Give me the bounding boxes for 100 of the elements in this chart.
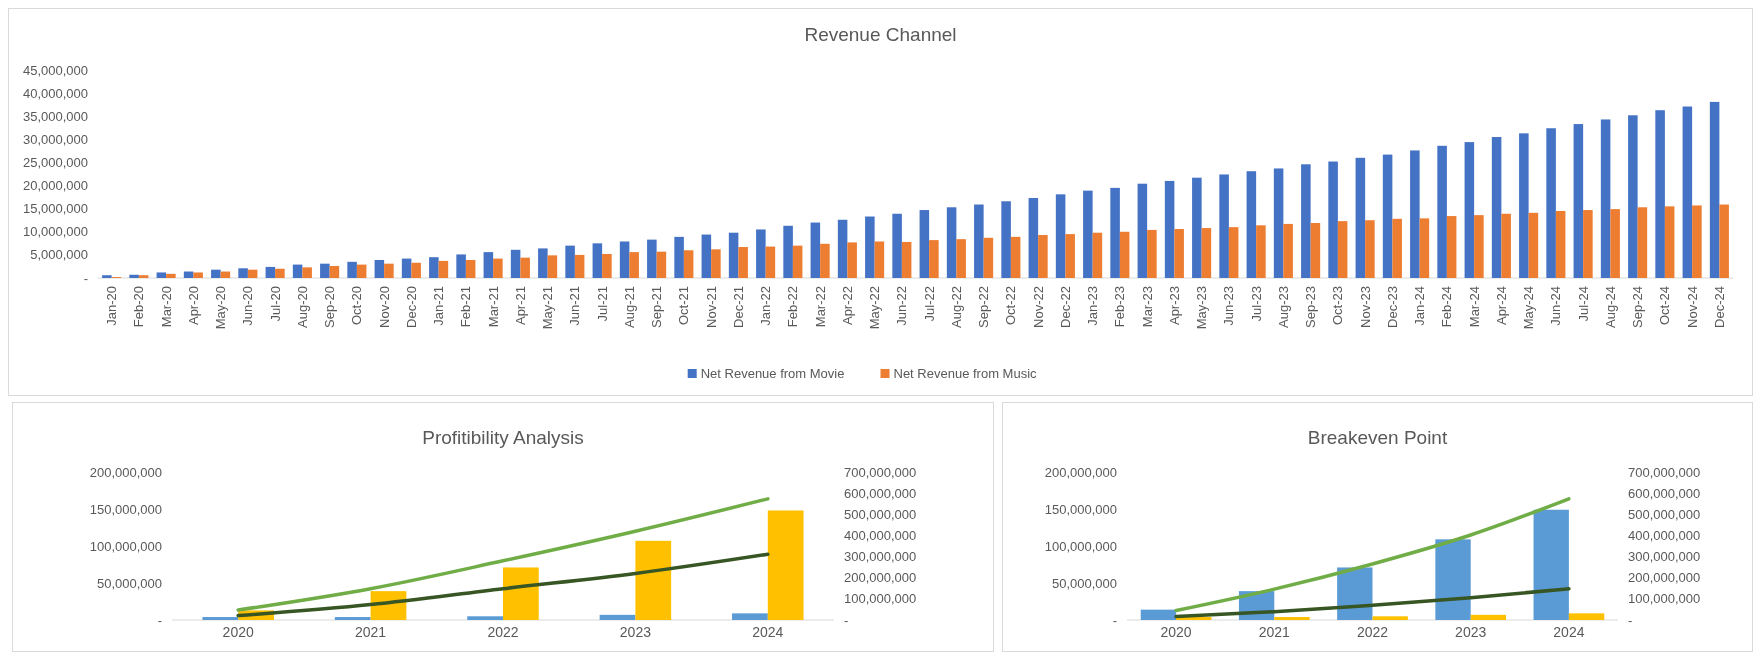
bar bbox=[1355, 157, 1366, 278]
y2-tick-label: 400,000,000 bbox=[1628, 527, 1701, 543]
y-tick-label: 45,000,000 bbox=[22, 62, 88, 78]
bar bbox=[574, 254, 585, 278]
x-tick-label: Oct-21 bbox=[676, 286, 692, 326]
bar bbox=[1692, 205, 1702, 278]
bar bbox=[1491, 137, 1502, 278]
bar bbox=[467, 616, 503, 620]
x-tick-label: Apr-23 bbox=[1166, 286, 1182, 326]
bar bbox=[275, 268, 285, 278]
bar bbox=[1435, 539, 1471, 620]
bar bbox=[1533, 509, 1569, 620]
x-tick-label: Nov-24 bbox=[1684, 286, 1700, 328]
x-tick-label: Jun-21 bbox=[567, 286, 583, 326]
bar bbox=[683, 250, 694, 278]
bar bbox=[538, 248, 548, 278]
x-tick-label: Mar-21 bbox=[485, 286, 501, 328]
bar bbox=[1274, 617, 1310, 620]
x-tick-label: Mar-22 bbox=[812, 286, 828, 328]
y-tick-label: 50,000,000 bbox=[1051, 575, 1117, 591]
x-tick-label: Dec-22 bbox=[1057, 286, 1073, 328]
legend-label: Net Revenue from Music bbox=[893, 366, 1038, 381]
bar bbox=[956, 239, 966, 278]
y2-tick-label: - bbox=[1628, 612, 1633, 628]
x-tick-label: Feb-23 bbox=[1112, 286, 1128, 328]
bar bbox=[520, 257, 530, 278]
y2-tick-label: 400,000,000 bbox=[844, 527, 917, 543]
bar bbox=[629, 252, 639, 278]
bar bbox=[1164, 180, 1175, 278]
bar bbox=[810, 222, 821, 278]
x-tick-label: Jul-22 bbox=[921, 286, 937, 322]
bar bbox=[565, 245, 575, 278]
bar bbox=[602, 253, 612, 278]
bar bbox=[1110, 187, 1120, 278]
x-tick-label: Jan-24 bbox=[1412, 286, 1428, 326]
y2-tick-label: 600,000,000 bbox=[1628, 485, 1701, 501]
x-tick-label: Mar-23 bbox=[1139, 286, 1155, 328]
bar bbox=[1283, 223, 1293, 278]
bar bbox=[1664, 206, 1675, 278]
y2-tick-label: 100,000,000 bbox=[844, 591, 917, 607]
x-tick-label: 2020 bbox=[222, 624, 254, 640]
bar bbox=[1583, 210, 1593, 278]
bar bbox=[929, 240, 939, 278]
bar bbox=[1519, 133, 1529, 278]
bar bbox=[1637, 207, 1648, 278]
x-tick-label: May-23 bbox=[1194, 286, 1210, 330]
bar bbox=[1709, 101, 1720, 278]
bar bbox=[1474, 215, 1484, 278]
bar bbox=[1610, 209, 1620, 278]
bar bbox=[1382, 154, 1393, 278]
bar bbox=[592, 243, 603, 278]
bar bbox=[334, 617, 371, 620]
y2-tick-label: 700,000,000 bbox=[1628, 464, 1701, 480]
bar bbox=[193, 272, 203, 278]
x-tick-label: Oct-20 bbox=[349, 286, 365, 326]
bar bbox=[674, 236, 684, 278]
x-tick-label: Apr-21 bbox=[512, 286, 528, 326]
x-tick-label: Aug-22 bbox=[948, 286, 964, 328]
bar bbox=[1655, 110, 1665, 278]
bar bbox=[767, 510, 804, 620]
y2-tick-label: 600,000,000 bbox=[844, 485, 917, 501]
y-tick-label: 30,000,000 bbox=[22, 131, 88, 147]
bar bbox=[701, 234, 712, 278]
bar bbox=[647, 239, 657, 278]
bar bbox=[1055, 194, 1066, 278]
bar bbox=[1246, 171, 1257, 278]
bar bbox=[1573, 124, 1584, 278]
y-tick-label: 200,000,000 bbox=[1044, 464, 1117, 480]
bar bbox=[1119, 231, 1130, 278]
bar bbox=[1682, 106, 1693, 278]
y-tick-label: 35,000,000 bbox=[22, 108, 88, 124]
x-tick-label: Feb-21 bbox=[458, 286, 474, 328]
chart-title: Breakeven Point bbox=[1307, 427, 1448, 448]
bar bbox=[919, 210, 930, 278]
x-tick-label: 2024 bbox=[752, 624, 784, 640]
y2-tick-label: 500,000,000 bbox=[1628, 506, 1701, 522]
bar bbox=[892, 213, 902, 278]
bar bbox=[347, 261, 357, 278]
x-tick-label: Jan-20 bbox=[104, 286, 120, 326]
x-tick-label: Nov-20 bbox=[376, 286, 392, 328]
bar bbox=[1437, 145, 1447, 278]
bar bbox=[1038, 235, 1048, 278]
y-tick-label: 50,000,000 bbox=[96, 575, 162, 591]
bar bbox=[503, 567, 539, 620]
bar bbox=[1092, 232, 1103, 278]
bar bbox=[320, 263, 330, 278]
x-tick-label: Nov-23 bbox=[1357, 286, 1373, 328]
bar bbox=[247, 269, 258, 278]
bar bbox=[1273, 168, 1284, 278]
bar bbox=[732, 613, 768, 620]
x-tick-label: Apr-20 bbox=[185, 286, 201, 326]
bar bbox=[483, 252, 494, 278]
bar bbox=[211, 269, 221, 278]
bar bbox=[847, 242, 857, 278]
bar bbox=[820, 243, 830, 278]
bar bbox=[292, 264, 303, 278]
bar bbox=[102, 275, 112, 278]
x-tick-label: Mar-24 bbox=[1466, 286, 1482, 328]
bar bbox=[438, 260, 449, 278]
bar bbox=[238, 268, 248, 278]
